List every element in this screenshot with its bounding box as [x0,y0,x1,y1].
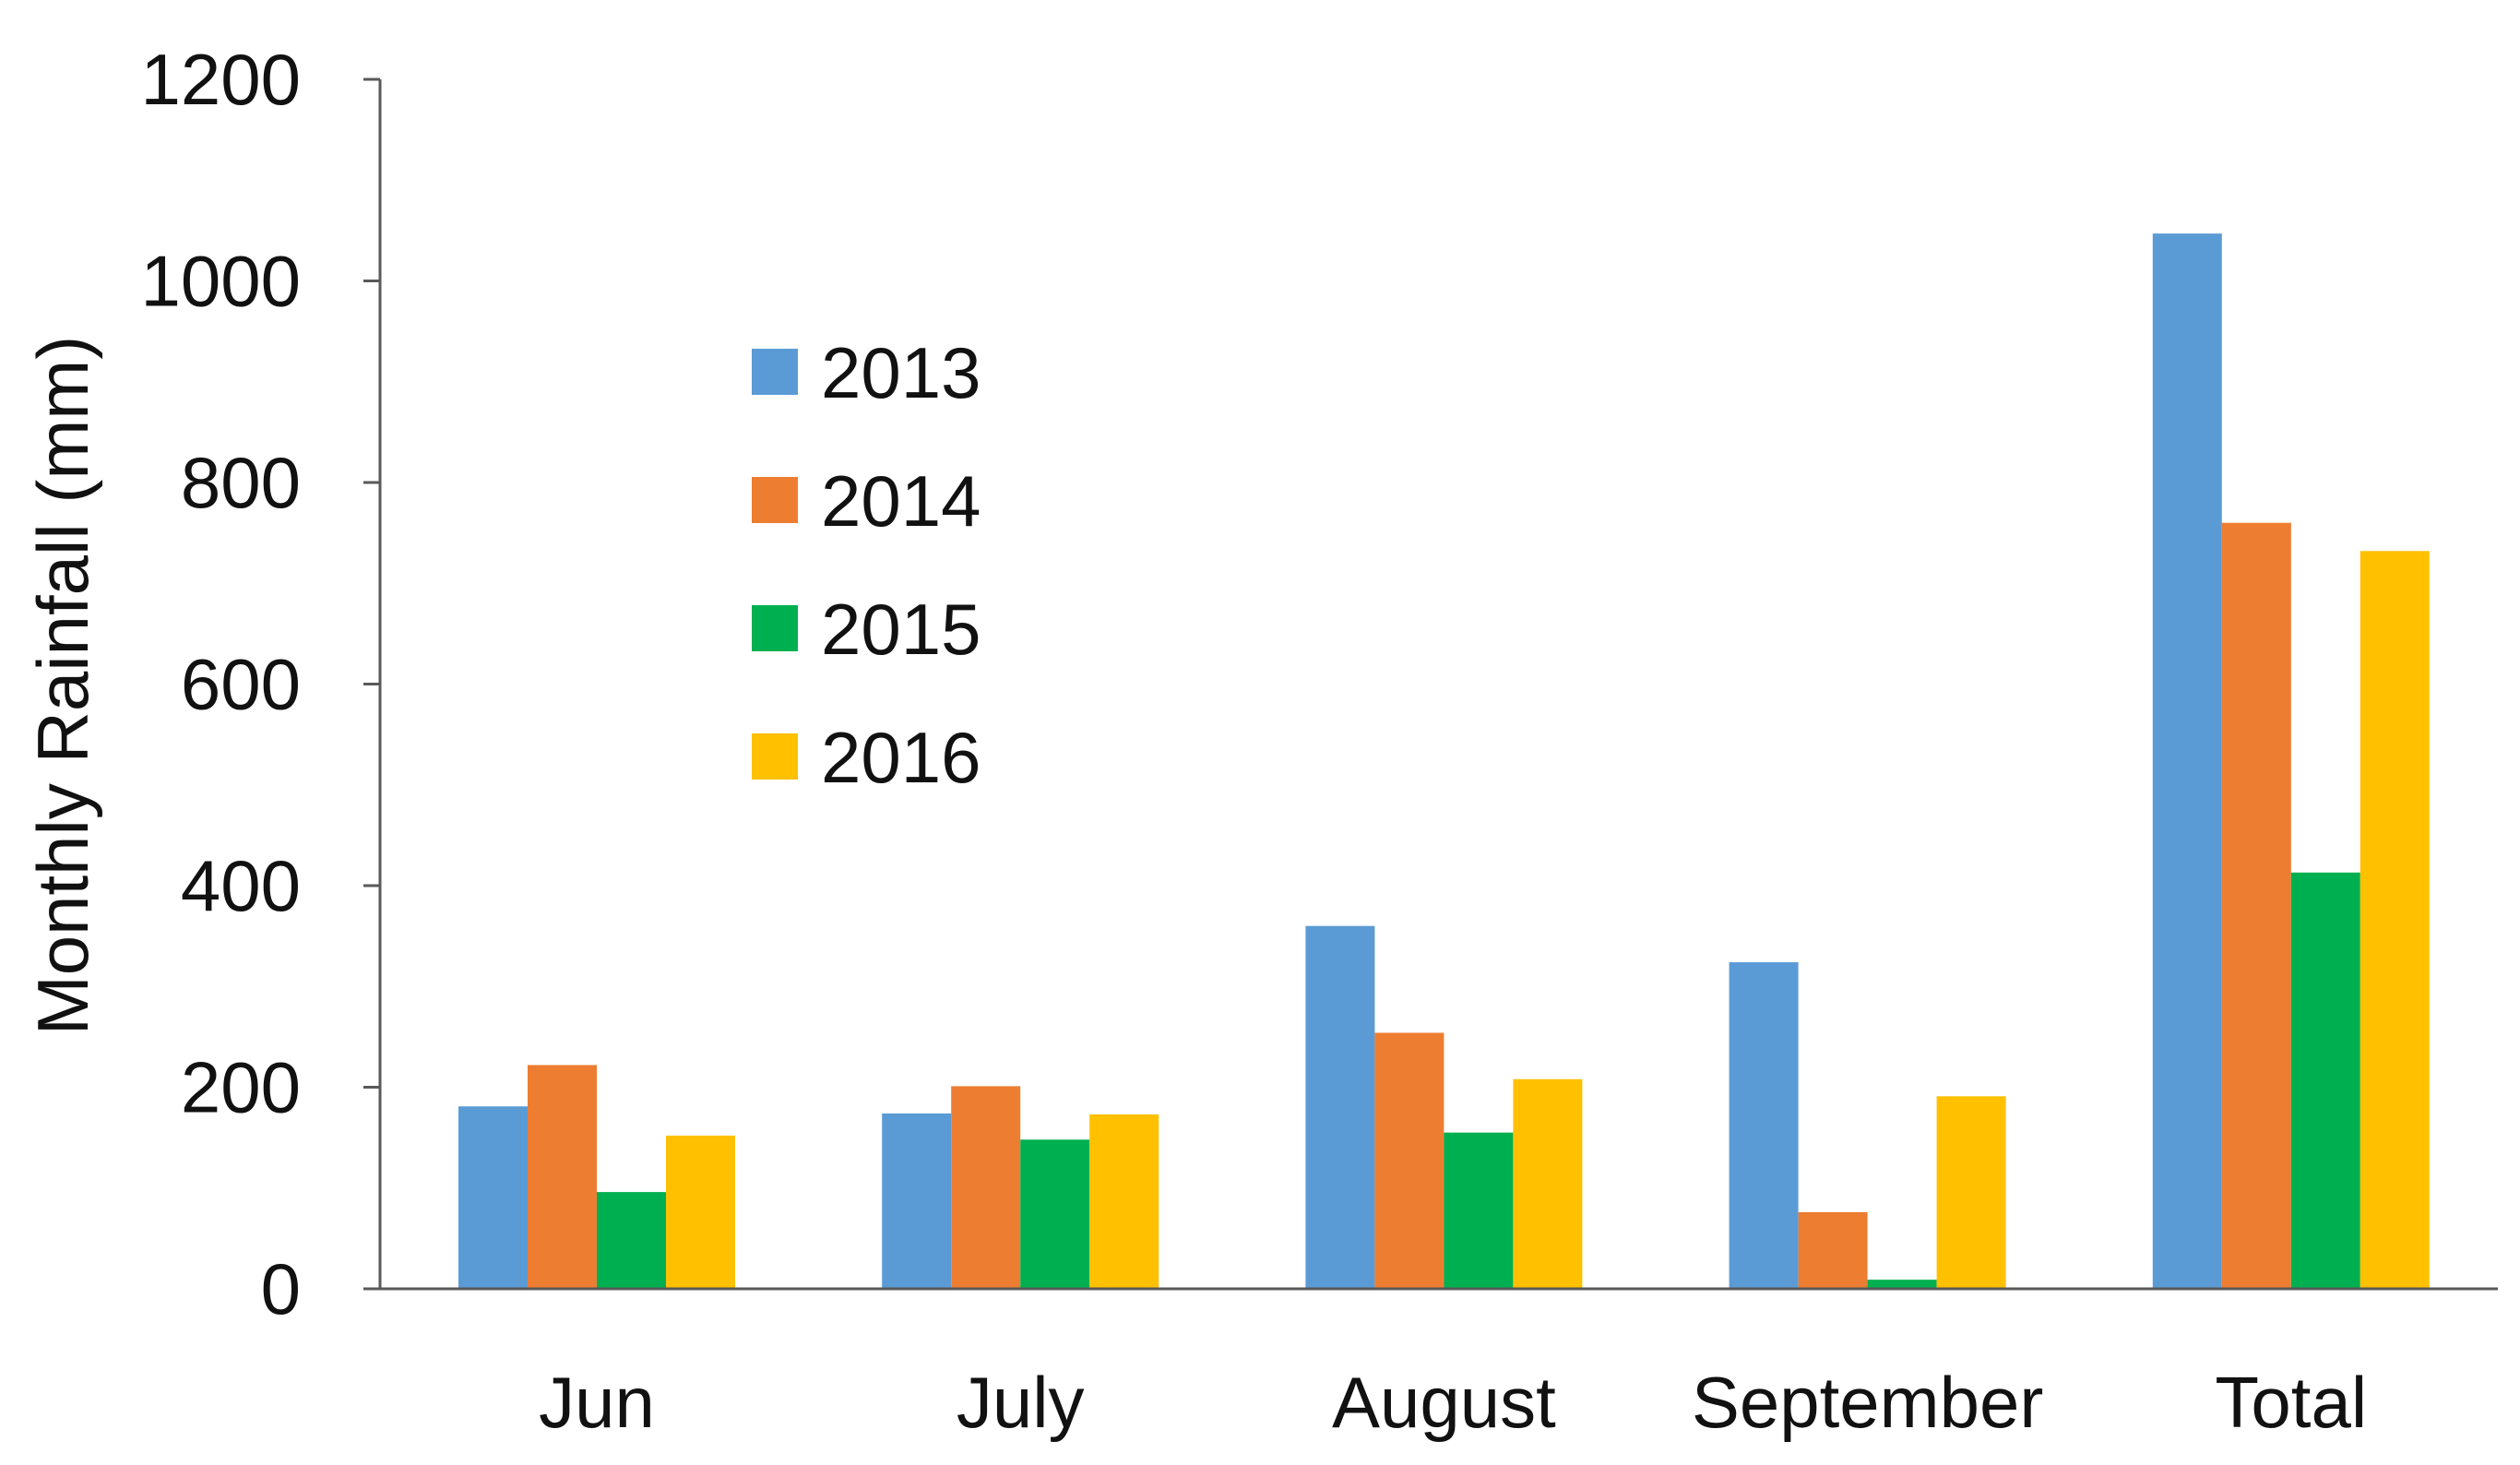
bars-group [458,233,2430,1290]
y-tick-label: 200 [181,1047,301,1128]
legend-swatch-2015 [752,605,798,651]
x-tick-label: September [1692,1362,2044,1443]
bar-2013-july [882,1113,952,1289]
bar-2015-september [1867,1280,1937,1289]
bar-2015-total [2290,872,2360,1289]
x-labels-group: Jun July August September Total [539,1362,2367,1443]
y-tick-label: 600 [181,644,301,725]
bar-2014-september [1798,1211,1868,1289]
bar-2016-september [1936,1096,2006,1289]
y-tick-label: 800 [181,442,301,523]
bar-2013-jun [458,1106,528,1289]
y-tick-label: 0 [261,1248,301,1329]
y-tick-label: 400 [181,845,301,926]
y-ticks-group: 0 200 400 600 800 1000 1200 [140,39,380,1329]
bar-2016-july [1089,1114,1159,1289]
bar-2014-jun [528,1065,597,1289]
bar-2013-september [1729,962,1799,1289]
legend-label-2016: 2016 [821,717,981,798]
x-tick-label: August [1332,1362,1556,1443]
bar-2015-august [1444,1132,1514,1289]
y-axis-title: Monthly Rainfall (mm) [22,336,103,1035]
bar-2016-total [2360,551,2430,1289]
legend-swatch-2014 [752,477,798,523]
bar-2013-august [1305,925,1375,1289]
bar-2014-august [1374,1032,1444,1289]
legend-swatch-2016 [752,733,798,780]
bar-2015-jun [597,1192,666,1289]
bar-2015-july [1020,1139,1090,1289]
legend-label-2015: 2015 [821,589,981,670]
bar-2014-total [2221,522,2291,1289]
bar-2013-total [2152,233,2222,1290]
x-tick-label: July [957,1362,1085,1443]
legend-label-2013: 2013 [821,332,981,413]
y-tick-label: 1200 [140,39,301,120]
bar-2016-august [1513,1078,1583,1289]
x-tick-label: Jun [539,1362,655,1443]
legend-swatch-2013 [752,349,798,395]
bar-2014-july [951,1086,1021,1289]
legend: 2013 2014 2015 2016 [752,332,981,798]
y-tick-label: 1000 [140,241,301,322]
x-tick-label: Total [2215,1362,2367,1443]
legend-label-2014: 2014 [821,460,981,542]
bar-2016-jun [666,1135,735,1289]
